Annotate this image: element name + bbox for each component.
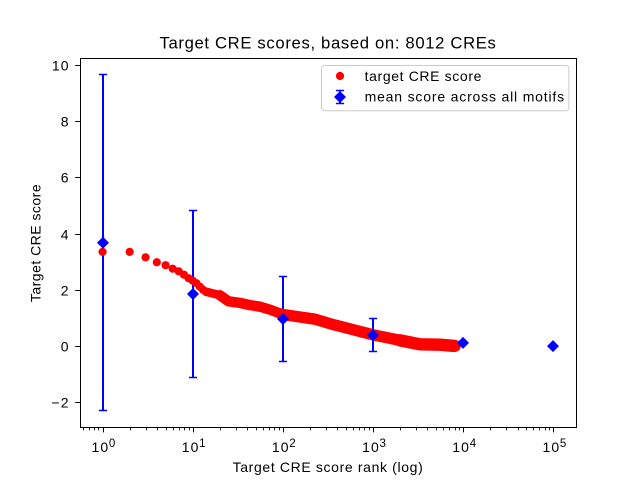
svg-text:0: 0: [61, 339, 70, 355]
svg-text:1: 1: [199, 438, 205, 450]
svg-text:5: 5: [560, 438, 566, 450]
svg-text:10: 10: [272, 439, 290, 455]
svg-text:mean score across all motifs: mean score across all motifs: [365, 89, 565, 105]
svg-text:3: 3: [380, 438, 386, 450]
svg-text:2: 2: [289, 438, 295, 450]
svg-text:10: 10: [452, 439, 470, 455]
svg-text:2: 2: [61, 283, 70, 299]
svg-text:target CRE score: target CRE score: [365, 68, 482, 84]
svg-text:10: 10: [92, 439, 110, 455]
svg-text:10: 10: [543, 439, 561, 455]
svg-text:4: 4: [470, 438, 477, 450]
svg-text:4: 4: [61, 227, 70, 243]
svg-text:10: 10: [182, 439, 200, 455]
svg-text:6: 6: [61, 170, 70, 186]
svg-text:Target CRE score: Target CRE score: [27, 184, 43, 302]
svg-text:10: 10: [362, 439, 380, 455]
svg-text:8: 8: [61, 114, 70, 130]
svg-text:Target CRE score rank (log): Target CRE score rank (log): [233, 459, 424, 475]
svg-text:−2: −2: [51, 395, 69, 411]
svg-text:10: 10: [52, 58, 70, 74]
svg-text:Target CRE scores, based on: 8: Target CRE scores, based on: 8012 CREs: [159, 33, 496, 52]
svg-text:0: 0: [109, 438, 115, 450]
